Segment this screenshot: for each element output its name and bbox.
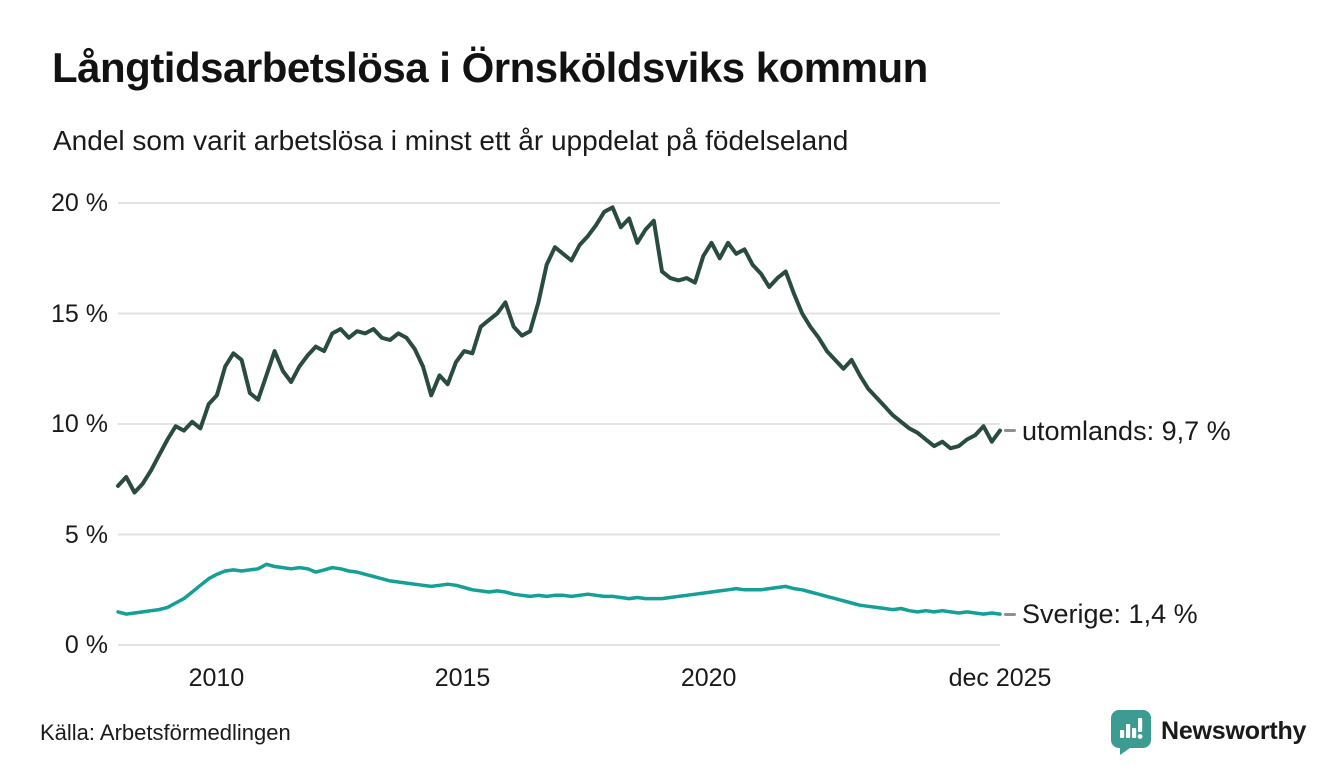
- newsworthy-logo: Newsworthy: [1108, 707, 1306, 755]
- x-axis-tick-label: 2010: [188, 664, 245, 692]
- y-axis-tick-label: 15 %: [51, 299, 108, 328]
- y-axis-tick-label: 5 %: [64, 520, 108, 549]
- utomlands-label-text: utomlands: 9,7 %: [1022, 415, 1231, 446]
- y-axis-tick-label: 20 %: [51, 189, 108, 217]
- label-connector-dash: [1004, 612, 1016, 616]
- x-axis-tick-label: dec 2025: [948, 664, 1052, 692]
- x-axis-tick-label: 2015: [434, 664, 491, 692]
- page-title: Långtidsarbetslösa i Örnsköldsviks kommu…: [52, 44, 928, 91]
- chart-subtitle: Andel som varit arbetslösa i minst ett å…: [53, 125, 849, 156]
- newsworthy-badge-icon: [1111, 710, 1151, 755]
- utomlands-line: [116, 205, 1002, 495]
- label-connector-dash: [1004, 429, 1016, 433]
- y-axis-tick-label: 0 %: [64, 631, 108, 659]
- sverige-label-text: Sverige: 1,4 %: [1022, 599, 1198, 630]
- source-credit: Källa: Arbetsförmedlingen: [40, 720, 291, 745]
- y-axis-tick-label: 10 %: [51, 410, 108, 438]
- sverige-line: [116, 562, 1002, 616]
- series-end-label-utomlands: utomlands: 9,7 %: [1004, 414, 1231, 448]
- x-axis-tick-label: 2020: [680, 664, 737, 692]
- series-end-label-sverige: Sverige: 1,4 %: [1004, 597, 1198, 631]
- newsworthy-wordmark: Newsworthy: [1161, 716, 1307, 745]
